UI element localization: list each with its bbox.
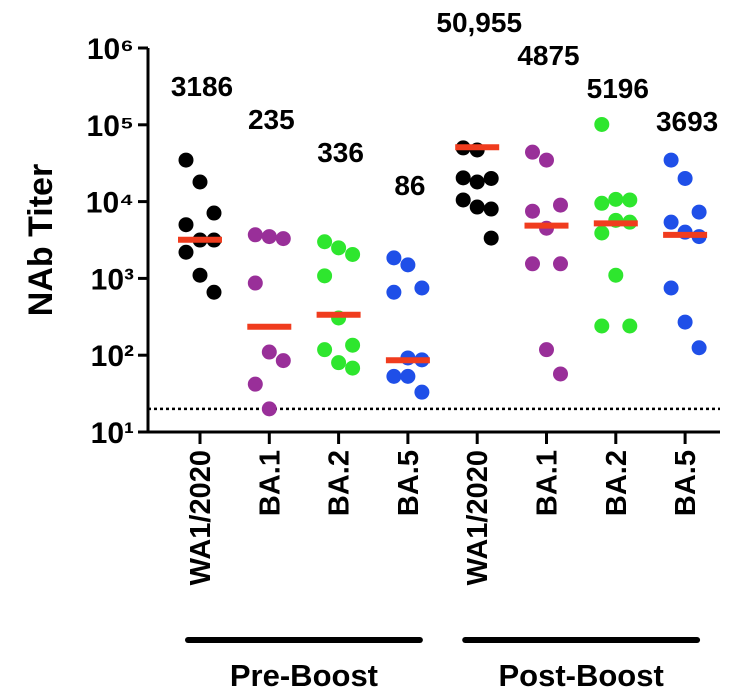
data-point (345, 246, 361, 262)
data-point (386, 250, 402, 266)
y-tick-label: 10⁵ (87, 110, 134, 143)
y-tick-label: 10³ (91, 263, 134, 296)
data-point (525, 256, 540, 272)
group-label: Pre-Boost (230, 658, 378, 693)
data-point (261, 401, 277, 417)
y-tick-label: 10⁴ (86, 187, 134, 220)
data-point (414, 280, 430, 296)
data-point (483, 201, 499, 217)
data-point (247, 227, 263, 243)
data-point (317, 268, 333, 284)
data-point (677, 314, 693, 330)
y-tick-label: 10² (91, 340, 134, 373)
data-point (386, 284, 402, 300)
median-label: 4875 (517, 40, 579, 71)
x-tick-label: BA.2 (324, 450, 356, 516)
x-tick-label: WA1/2020 (185, 450, 217, 585)
x-tick-label: BA.5 (670, 450, 702, 516)
x-tick-label: BA.1 (532, 450, 564, 516)
y-axis-label: NAb Titer (22, 164, 60, 316)
data-point (608, 267, 624, 283)
data-point (317, 342, 333, 358)
data-point (386, 368, 402, 384)
data-point (691, 204, 707, 220)
median-label: 50,955 (436, 7, 522, 38)
data-point (206, 284, 222, 300)
data-point (469, 199, 485, 215)
data-point (345, 360, 361, 376)
data-point (677, 170, 693, 186)
data-point (691, 340, 707, 356)
median-label: 3693 (656, 106, 718, 137)
data-point (331, 355, 347, 371)
data-point (469, 174, 485, 190)
data-point (594, 195, 610, 211)
median-label: 5196 (587, 73, 649, 104)
data-point (345, 337, 361, 353)
data-point (247, 275, 263, 291)
group-label: Post-Boost (498, 658, 663, 693)
data-point (663, 214, 679, 230)
data-point (525, 144, 540, 160)
data-point (247, 376, 263, 392)
median-label: 336 (317, 137, 364, 168)
data-point (483, 230, 499, 246)
x-tick-label: WA1/2020 (462, 450, 494, 585)
data-point (594, 116, 610, 132)
data-point (261, 344, 277, 360)
data-point (192, 267, 208, 283)
data-point (594, 318, 610, 334)
data-point (192, 174, 208, 190)
median-label: 86 (394, 170, 425, 201)
data-point (400, 368, 416, 384)
data-point (331, 240, 347, 256)
data-point (663, 280, 679, 296)
data-point (525, 203, 540, 219)
data-point (539, 152, 554, 168)
data-point (483, 170, 499, 186)
data-point (178, 217, 194, 233)
x-tick-label: BA.5 (393, 450, 425, 516)
data-point (622, 318, 638, 334)
data-point (553, 197, 568, 213)
data-point (275, 231, 291, 247)
data-point (414, 384, 430, 400)
data-point (206, 205, 222, 221)
data-point (622, 192, 638, 208)
data-point (663, 152, 679, 168)
data-point (317, 234, 333, 250)
median-label: 235 (248, 104, 295, 135)
data-point (178, 244, 194, 260)
data-point (539, 342, 554, 358)
data-point (400, 257, 416, 273)
x-tick-label: BA.2 (601, 450, 633, 516)
data-point (275, 353, 291, 369)
x-tick-label: BA.1 (254, 450, 286, 516)
y-tick-label: 10¹ (91, 417, 134, 450)
data-point (178, 152, 194, 168)
data-point (261, 229, 277, 245)
data-point (594, 225, 610, 241)
median-label: 3186 (171, 71, 233, 102)
data-point (553, 256, 568, 272)
y-tick-label: 10⁶ (87, 33, 134, 66)
data-point (455, 170, 471, 186)
data-point (608, 191, 624, 207)
data-point (455, 192, 471, 208)
data-point (553, 366, 568, 382)
